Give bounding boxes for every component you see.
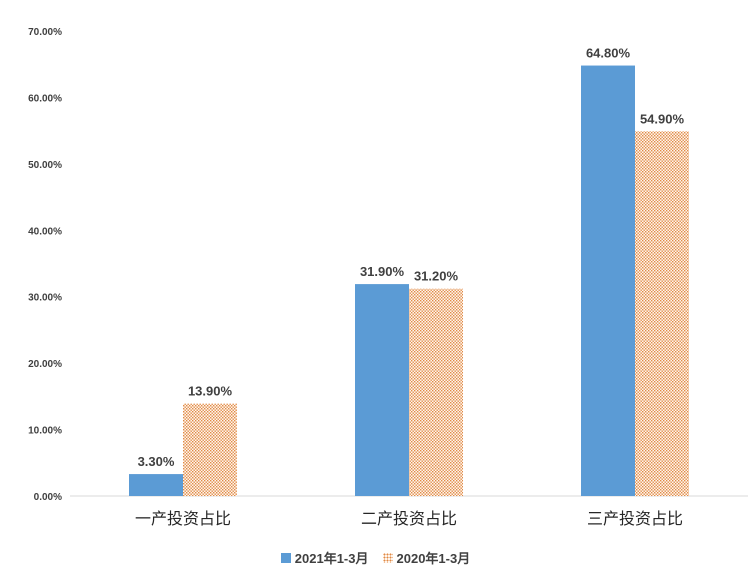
legend-label-2020: 2020年1-3月 (396, 551, 471, 566)
bar-2020-0 (183, 403, 237, 496)
legend-label-2021: 2021年1-3月 (294, 551, 369, 566)
legend-item-2021: 2021年1-3月 (280, 548, 369, 567)
bar-chart: 0.00% 10.00% 20.00% 30.00% 40.00% 50.00% 60.00… (28, 27, 748, 528)
data-label: 54.90% (640, 111, 685, 126)
y-tick-label: 30.00% (28, 293, 62, 304)
data-label: 64.80% (586, 46, 631, 61)
data-label: 31.20% (414, 269, 459, 284)
y-tick-label: 20.00% (28, 359, 62, 370)
y-tick-label: 60.00% (28, 93, 62, 104)
legend-swatch-2020 (382, 552, 393, 563)
x-tick-label: 二产投资占比 (361, 510, 457, 528)
data-label: 3.30% (138, 454, 175, 469)
x-axis: 一产投资占比 二产投资占比 三产投资占比 (135, 510, 683, 528)
y-axis: 0.00% 10.00% 20.00% 30.00% 40.00% 50.00% 60.00… (28, 27, 62, 503)
bar-2021-2 (581, 65, 635, 497)
y-tick-label: 10.00% (28, 426, 62, 437)
data-label: 13.90% (188, 384, 233, 399)
bars (129, 65, 689, 497)
bar-2020-2 (635, 131, 689, 497)
bar-2020-1 (409, 288, 463, 496)
y-tick-label: 0.00% (34, 492, 62, 503)
x-tick-label: 三产投资占比 (587, 510, 683, 528)
y-tick-label: 40.00% (28, 226, 62, 237)
y-tick-label: 70.00% (28, 27, 62, 38)
data-label: 31.90% (360, 264, 405, 279)
bar-2021-0 (129, 474, 183, 496)
legend-swatch-2021 (280, 552, 291, 563)
y-tick-label: 50.00% (28, 160, 62, 171)
data-labels: 3.30% 13.90% 31.90% 31.20% 64.80% 54.90% (138, 46, 685, 470)
bar-2021-1 (355, 284, 409, 496)
x-tick-label: 一产投资占比 (135, 510, 231, 528)
legend: 2021年1-3月 2020年1-3月 (0, 548, 751, 567)
legend-item-2020: 2020年1-3月 (382, 548, 471, 567)
